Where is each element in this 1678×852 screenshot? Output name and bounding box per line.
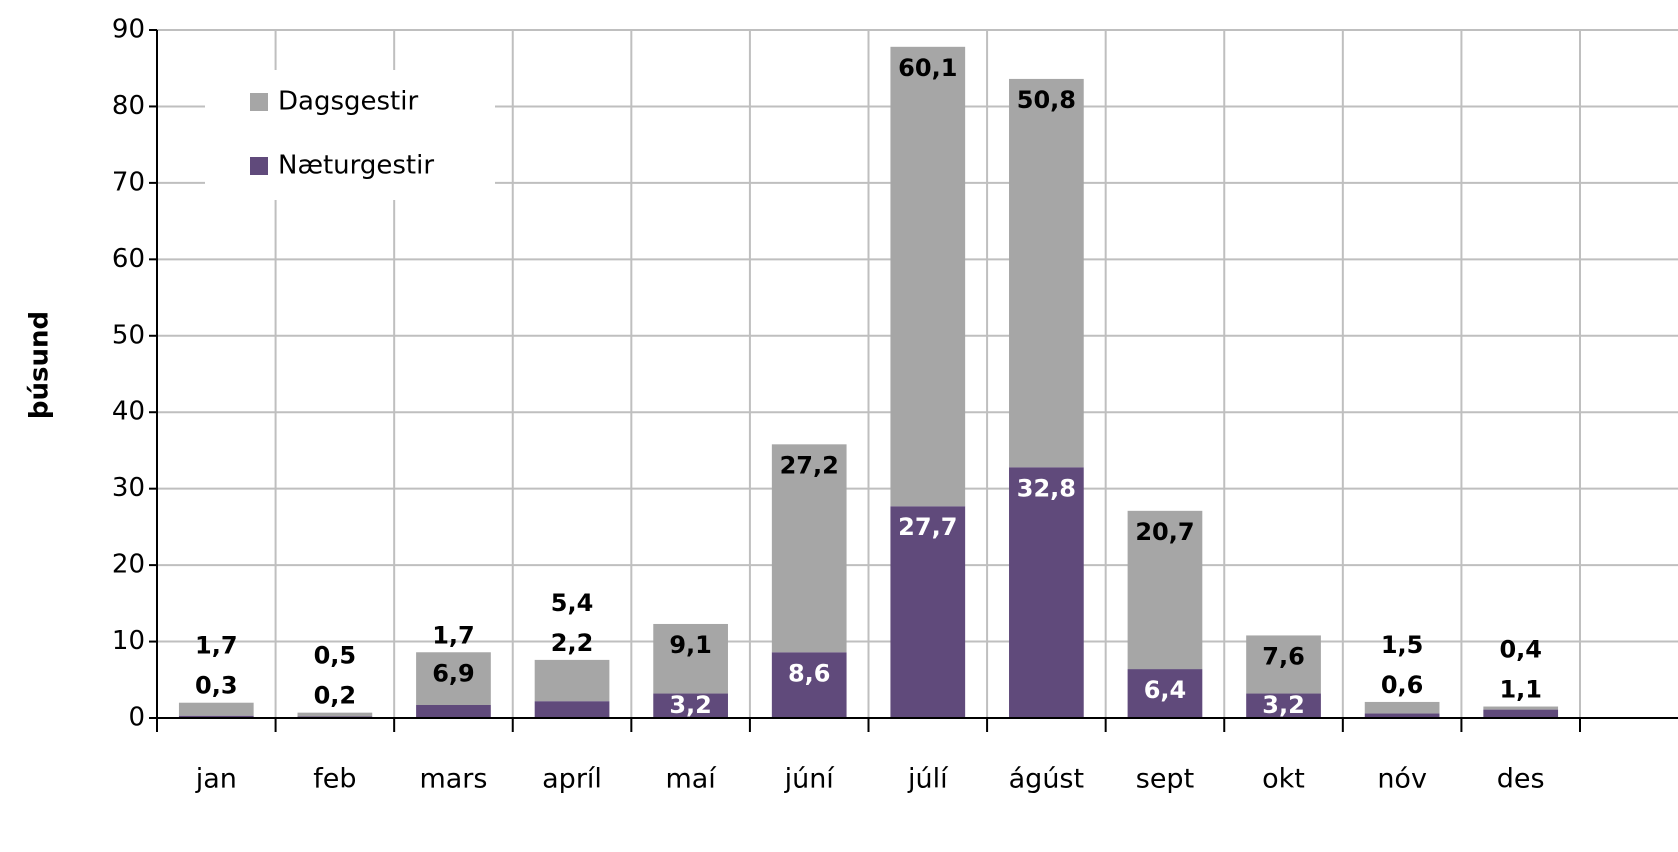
bar-segment (1246, 635, 1321, 694)
value-label: 1,5 (1381, 631, 1424, 659)
y-axis-label: þúsund (25, 311, 55, 419)
value-label: 3,2 (1262, 691, 1305, 719)
value-label: 5,4 (551, 589, 594, 617)
x-tick-label: apríl (542, 764, 602, 795)
x-tick-label: okt (1262, 764, 1305, 795)
x-tick-label: júní (784, 764, 836, 795)
value-label: 0,6 (1381, 671, 1424, 699)
bar-segment (1127, 510, 1203, 670)
value-label: 60,1 (898, 54, 957, 82)
value-label: 0,3 (195, 672, 238, 700)
value-label: 1,7 (432, 621, 475, 649)
x-tick-label: ágúst (1009, 764, 1084, 795)
y-tick-label: 20 (112, 550, 145, 580)
legend-swatch (250, 93, 268, 111)
value-label: 27,7 (898, 513, 957, 541)
value-label: 0,4 (1499, 636, 1542, 664)
x-tick-label: maí (665, 764, 717, 795)
bar-segment (890, 46, 966, 507)
value-label: 6,4 (1144, 676, 1187, 704)
legend-label: Dagsgestir (278, 87, 418, 117)
bar-segment (1364, 701, 1440, 714)
value-label: 2,2 (551, 629, 594, 657)
value-label: 0,5 (314, 642, 357, 670)
y-tick-label: 90 (112, 15, 145, 45)
bar-segment (1009, 78, 1084, 468)
legend-swatch (250, 157, 268, 175)
y-tick-label: 30 (112, 473, 145, 503)
x-tick-label: jan (195, 764, 237, 795)
bar-segment (178, 715, 254, 718)
bar-segment (416, 705, 491, 718)
value-label: 6,9 (432, 659, 475, 687)
y-tick-label: 40 (112, 397, 145, 427)
bar-segment (653, 693, 728, 718)
bar-segment (771, 652, 847, 718)
bar-segment (297, 712, 373, 717)
y-tick-label: 70 (112, 167, 145, 197)
y-tick-label: 50 (112, 320, 145, 350)
y-tick-label: 10 (112, 626, 145, 656)
bar-segment (1127, 669, 1203, 718)
value-label: 1,1 (1499, 676, 1542, 704)
legend-box (205, 70, 495, 200)
bar-segment (178, 702, 254, 716)
x-tick-label: feb (313, 764, 356, 795)
bar-segment (534, 659, 610, 702)
value-label: 0,2 (314, 682, 357, 710)
y-tick-label: 60 (112, 244, 145, 274)
x-tick-label: júlí (907, 764, 949, 795)
legend-label: Næturgestir (278, 151, 434, 181)
bar-segment (1246, 693, 1321, 718)
value-label: 32,8 (1017, 474, 1076, 502)
value-label: 9,1 (669, 631, 712, 659)
value-label: 20,7 (1135, 518, 1194, 546)
value-label: 8,6 (788, 659, 831, 687)
bar-segment (1364, 713, 1440, 718)
y-tick-label: 0 (128, 703, 145, 733)
bar-segment (653, 623, 728, 694)
x-tick-label: mars (419, 764, 487, 795)
value-label: 27,2 (780, 451, 839, 479)
x-tick-label: sept (1136, 764, 1194, 795)
value-label: 50,8 (1017, 86, 1076, 114)
x-tick-label: nóv (1377, 764, 1427, 795)
x-tick-label: des (1497, 764, 1545, 795)
bar-segment (1483, 706, 1559, 710)
value-label: 3,2 (669, 691, 712, 719)
bar-segment (1483, 709, 1559, 718)
y-tick-label: 80 (112, 91, 145, 121)
bar-segment (1009, 467, 1084, 718)
bar-segment (416, 652, 491, 706)
value-label: 1,7 (195, 632, 238, 660)
bar-segment (771, 444, 847, 653)
bar-segment (534, 701, 610, 718)
bar-segment (890, 506, 966, 718)
value-label: 7,6 (1262, 642, 1305, 670)
